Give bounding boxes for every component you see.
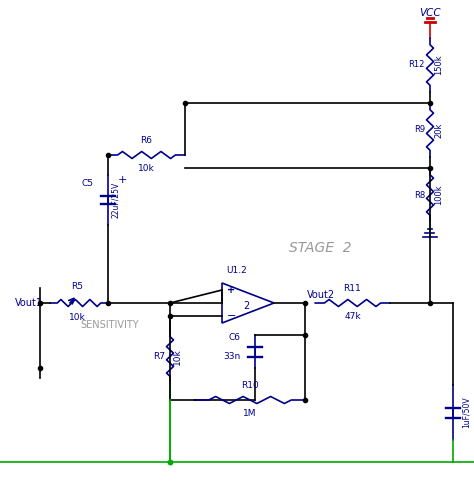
Text: R11: R11 bbox=[344, 284, 361, 293]
Text: U1.2: U1.2 bbox=[226, 266, 247, 275]
Text: 2: 2 bbox=[243, 301, 249, 311]
Text: +: + bbox=[227, 285, 235, 295]
Text: 33n: 33n bbox=[224, 352, 241, 361]
Text: STAGE  2: STAGE 2 bbox=[289, 241, 351, 255]
Text: R8: R8 bbox=[414, 191, 425, 199]
Text: 150k: 150k bbox=[434, 55, 443, 75]
Text: 1M: 1M bbox=[243, 409, 257, 418]
Text: R7: R7 bbox=[153, 352, 165, 361]
Text: R5: R5 bbox=[71, 282, 83, 291]
Text: 10k: 10k bbox=[173, 348, 182, 365]
Text: 22uF/25V: 22uF/25V bbox=[111, 182, 120, 218]
Text: C5: C5 bbox=[82, 178, 94, 188]
Text: 10k: 10k bbox=[138, 164, 155, 173]
Text: 10k: 10k bbox=[69, 313, 85, 322]
Text: Vout1: Vout1 bbox=[15, 298, 43, 308]
Text: 1uF/50V: 1uF/50V bbox=[462, 397, 471, 428]
Text: R6: R6 bbox=[140, 136, 153, 145]
Text: 20k: 20k bbox=[434, 122, 443, 138]
Text: SENSITIVITY: SENSITIVITY bbox=[81, 320, 139, 330]
Text: −: − bbox=[227, 311, 237, 321]
Text: VCC: VCC bbox=[419, 8, 441, 18]
Text: 100k: 100k bbox=[434, 185, 443, 205]
Text: 47k: 47k bbox=[344, 312, 361, 321]
Text: +: + bbox=[118, 175, 128, 185]
Text: R10: R10 bbox=[241, 381, 259, 390]
Text: R9: R9 bbox=[414, 125, 425, 134]
Text: C6: C6 bbox=[229, 334, 241, 343]
Text: Vout2: Vout2 bbox=[307, 290, 335, 300]
Text: R12: R12 bbox=[409, 60, 425, 70]
